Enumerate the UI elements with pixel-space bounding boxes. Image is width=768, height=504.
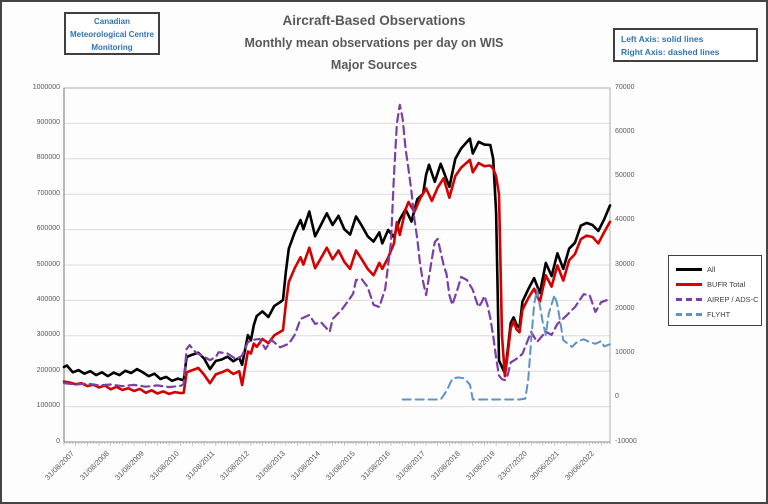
right-axis-tick-label: 10000 [615,349,635,356]
left-axis-tick-label: 800000 [36,154,60,162]
left-axis-tick-label: 400000 [36,295,60,303]
flyht-line-sample [676,313,702,316]
x-axis-label: 31/08/2017 [393,449,427,482]
x-axis-label: 31/08/2009 [113,449,147,482]
all-line-sample [676,268,702,271]
axis-note-line-2: Right Axis: dashed lines [621,47,720,57]
right-axis-tick-label: 20000 [615,304,635,312]
left-axis-tick-label: 700000 [36,189,60,197]
left-axis-tick-label: 500000 [36,260,60,268]
axis-note-box: Left Axis: solid lines Right Axis: dashe… [613,28,758,62]
right-axis-tick-label: 30000 [615,260,635,268]
legend-label: All [707,265,716,274]
chart-title-line-2: Monthly mean observations per day on WIS [244,36,504,50]
x-axis-label: 31/08/2007 [43,449,77,482]
legend-label: BUFR Total [707,280,746,289]
left-axis-tick-label: 300000 [36,331,60,339]
chart-title: Aircraft-Based Observations Monthly mean… [2,10,746,76]
x-axis-label: 30/06/2022 [563,449,596,482]
right-axis-tick-label: 60000 [615,127,635,135]
left-axis-tick-label: 0 [56,437,60,445]
left-axis-tick-label: 100000 [36,402,60,410]
legend-label: FLYHT [707,310,731,319]
series-line-flyht [401,288,611,401]
x-axis-label: 23/07/2020 [495,449,529,482]
left-axis-tick-label: 200000 [36,366,60,374]
chart-title-line-1: Aircraft-Based Observations [282,13,466,28]
legend-label: AIREP / ADS-C [707,295,759,304]
legend-item-all: All [676,262,761,277]
series-line-airep-ads-c [62,103,612,389]
right-axis-tick-label: 40000 [615,216,635,224]
x-axis-label: 31/08/2011 [183,449,217,482]
right-axis-tick-label: 0 [615,393,619,401]
x-axis-label: 31/08/2013 [253,449,287,482]
x-axis-label: 31/08/2010 [148,449,182,482]
series-line-bufr-total [62,158,612,396]
legend-item-bufr-total: BUFR Total [676,277,761,292]
x-axis-label: 30/06/2021 [527,449,561,482]
left-axis-tick-label: 1000000 [32,83,60,91]
cmc-box-line-3: Monitoring [91,43,133,52]
right-axis-tick-label: 70000 [615,83,635,91]
x-axis-label: 31/08/2016 [358,449,392,482]
x-axis-label: 31/08/2008 [78,449,112,482]
x-axis-label: 31/08/2012 [218,449,252,482]
x-axis-label: 31/08/2018 [428,449,462,482]
x-axis-label: 31/08/2014 [288,449,322,482]
legend-item-flyht: FLYHT [676,307,761,322]
cmc-monitoring-box: Canadian Meteorological Centre Monitorin… [64,12,160,55]
axis-note-line-1: Left Axis: solid lines [621,34,704,44]
airep-adsc-line-sample [676,298,702,301]
bufr-total-line-sample [676,283,702,286]
x-axis-label: 31/08/2019 [463,449,497,482]
cmc-box-line-2: Meteorological Centre [69,30,154,39]
left-axis-tick-label: 900000 [36,118,60,126]
right-axis-tick-label: -10000 [615,437,637,445]
cmc-box-line-1: Canadian [93,17,130,26]
legend-box: All BUFR Total AIREP / ADS-C FLYHT [668,255,762,326]
left-axis-tick-label: 600000 [36,225,60,233]
legend-item-airep-adsc: AIREP / ADS-C [676,292,761,307]
right-axis-tick-label: 50000 [615,172,635,179]
x-axis-label: 31/08/2015 [323,449,357,482]
series-line-all [62,137,612,383]
chart-title-line-3: Major Sources [330,58,418,72]
